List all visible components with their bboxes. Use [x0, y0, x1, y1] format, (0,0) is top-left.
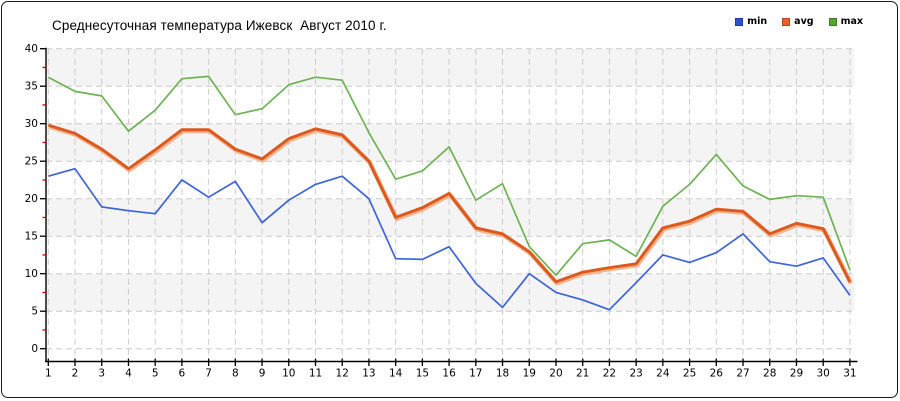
- x-tick-label: 17: [469, 368, 482, 380]
- legend-label-max: max: [840, 16, 863, 27]
- x-tick-label: 25: [683, 368, 696, 380]
- x-tick-label: 20: [549, 368, 562, 380]
- x-tick-label: 2: [72, 368, 79, 380]
- x-tick-label: 11: [309, 368, 322, 380]
- x-tick-label: 27: [736, 368, 749, 380]
- y-tick-label: 15: [25, 231, 38, 243]
- x-tick-label: 31: [843, 368, 856, 380]
- x-tick-label: 23: [629, 368, 642, 380]
- y-tick-label: 0: [31, 343, 38, 355]
- legend-label-min: min: [747, 16, 768, 27]
- x-tick-label: 18: [496, 368, 509, 380]
- legend-item-max: max: [828, 16, 863, 27]
- x-tick-label: 16: [442, 368, 456, 380]
- x-tick-label: 19: [523, 368, 536, 380]
- x-tick-label: 13: [362, 368, 375, 380]
- y-tick-label: 35: [25, 81, 38, 93]
- legend-item-avg: avg: [782, 16, 814, 27]
- x-tick-label: 7: [205, 368, 212, 380]
- legend-label-avg: avg: [794, 16, 814, 27]
- x-tick-label: 10: [282, 368, 295, 380]
- x-tick-label: 9: [259, 368, 266, 380]
- legend: min avg max: [735, 16, 863, 27]
- y-tick-label: 30: [25, 118, 38, 130]
- series-line-avg: [47, 123, 852, 284]
- x-tick-label: 14: [389, 368, 403, 380]
- legend-swatch-min: [735, 17, 744, 26]
- chart-title: Среднесуточная температура Ижевск Август…: [52, 18, 387, 33]
- series-line-min: [48, 167, 851, 311]
- x-tick-label: 3: [98, 368, 105, 380]
- x-tick-label: 6: [179, 368, 186, 380]
- series-line-max: [47, 75, 851, 277]
- y-tick-label: 40: [25, 43, 38, 55]
- y-tick-label: 5: [31, 306, 38, 318]
- x-tick-label: 26: [710, 368, 724, 380]
- legend-item-min: min: [735, 16, 767, 27]
- x-tick-label: 15: [416, 368, 429, 380]
- x-tick-label: 22: [603, 368, 616, 380]
- y-tick-label: 20: [25, 193, 38, 205]
- legend-swatch-avg: [782, 17, 791, 26]
- plot-band: [46, 273, 855, 312]
- y-tick-label: 25: [25, 156, 38, 168]
- x-tick-label: 5: [152, 368, 159, 380]
- x-tick-label: 28: [763, 368, 776, 380]
- x-tick-label: 1: [45, 368, 52, 380]
- x-tick-label: 24: [656, 368, 670, 380]
- x-tick-label: 21: [576, 368, 589, 380]
- x-tick-label: 12: [336, 368, 349, 380]
- x-tick-label: 8: [232, 368, 239, 380]
- y-tick-label: 10: [25, 268, 38, 280]
- legend-swatch-max: [828, 17, 837, 26]
- x-tick-label: 30: [816, 368, 829, 380]
- x-tick-label: 4: [125, 368, 132, 380]
- plot-band: [46, 48, 855, 87]
- x-tick-label: 29: [790, 368, 803, 380]
- plot-band: [46, 198, 855, 237]
